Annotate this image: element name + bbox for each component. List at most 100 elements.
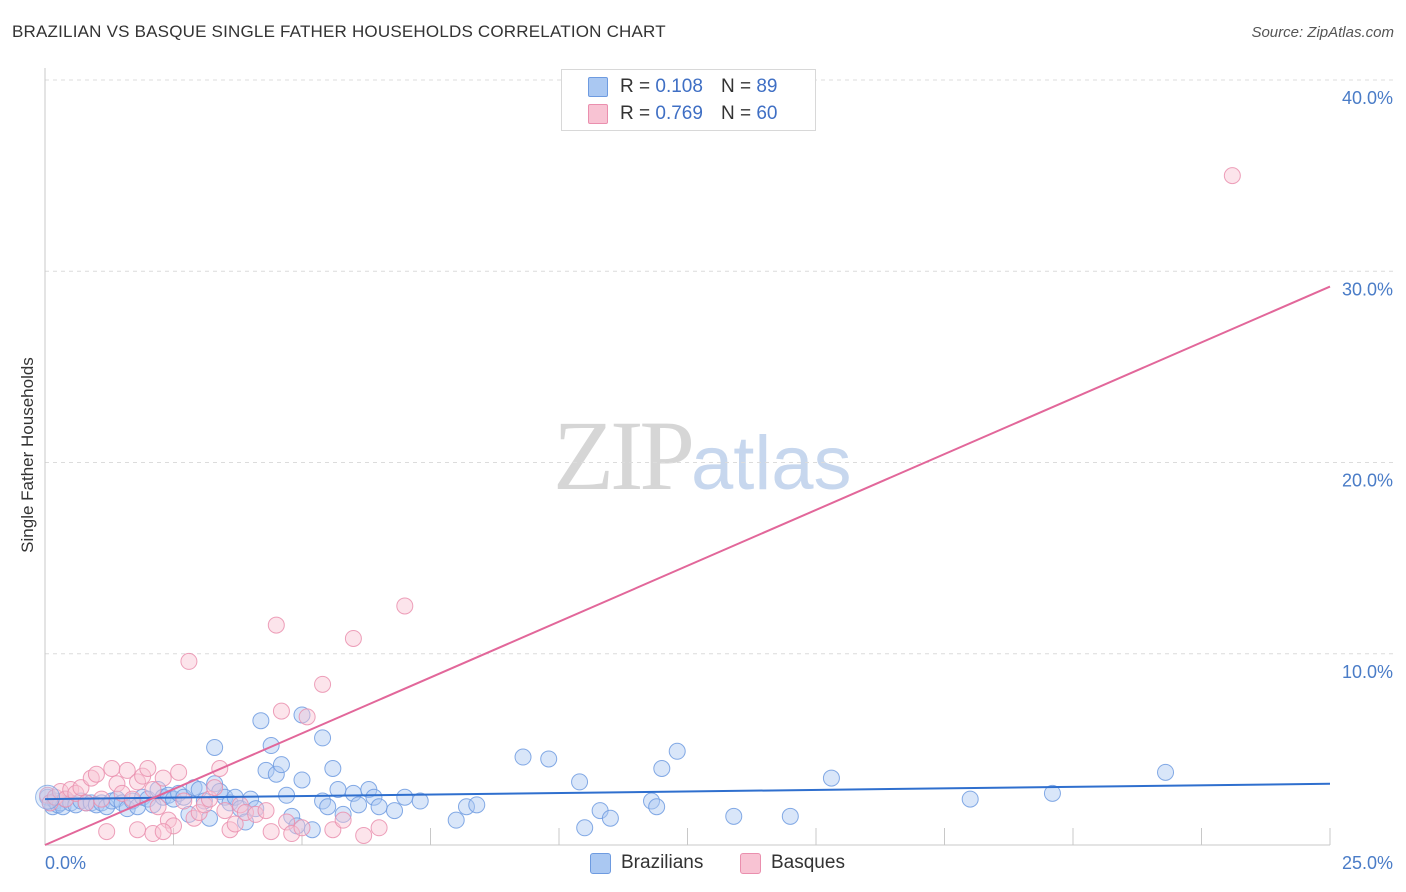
brazilians-legend-swatch: [590, 852, 611, 874]
basques-point: [118, 761, 136, 779]
basques-point: [257, 802, 275, 820]
basques-point: [370, 819, 388, 837]
brazilians-point: [396, 788, 414, 806]
brazilians-point: [200, 809, 218, 827]
stats-row-brazilians: R = 0.108 N = 89: [588, 74, 777, 100]
brazilians-point: [324, 760, 342, 777]
basques-point: [108, 775, 126, 793]
basques-legend-swatch: [740, 852, 761, 874]
watermark: ZIPatlas: [553, 398, 852, 513]
brazilians-point: [725, 807, 743, 825]
basques-point: [154, 769, 172, 787]
y-tick-label: 10.0%: [1342, 662, 1393, 682]
axes: [44, 68, 1331, 846]
basques-point: [77, 794, 95, 812]
basques-point: [314, 675, 332, 693]
brazilians-point: [601, 809, 619, 827]
brazilians-point: [303, 821, 321, 839]
brazilians-point: [822, 769, 840, 787]
brazilians-point: [257, 761, 275, 779]
brazilians-trend-line: [44, 782, 1331, 801]
basques-point: [129, 821, 147, 839]
brazilians-point: [1157, 763, 1175, 781]
r-label: R =: [620, 76, 651, 97]
brazilians-point: [365, 788, 383, 806]
basques-point: [272, 702, 290, 720]
grid: [45, 79, 1395, 655]
basques-point: [236, 803, 254, 821]
series-legend: Brazilians Basques: [0, 852, 1406, 878]
brazilians-point: [319, 798, 337, 816]
brazilians-point: [350, 796, 368, 814]
basques-point: [216, 802, 234, 820]
basques-point: [267, 616, 285, 634]
basques-point: [293, 819, 311, 837]
brazilians-point: [514, 748, 532, 766]
basques-point: [103, 760, 121, 777]
basques-point: [144, 825, 162, 843]
brazilians-point: [206, 738, 224, 756]
r-value: 0.108: [655, 76, 703, 97]
brazilians-point: [457, 798, 475, 816]
y-tick-label: 20.0%: [1342, 471, 1393, 491]
brazilians-point: [576, 819, 594, 837]
basques-point: [247, 805, 265, 823]
n-value: 89: [756, 76, 778, 97]
basques-point: [355, 826, 373, 844]
chart-title: BRAZILIAN VS BASQUE SINGLE FATHER HOUSEH…: [12, 22, 666, 41]
brazilians-point: [781, 807, 799, 825]
brazilians-point: [370, 798, 388, 816]
brazilians-point: [334, 805, 352, 823]
brazilians-swatch: [588, 77, 608, 97]
basques-point: [226, 815, 244, 833]
watermark-zip: ZIP: [553, 400, 695, 511]
n-value: 60: [756, 103, 778, 124]
brazilians-point: [571, 773, 589, 791]
brazilians-point: [668, 742, 686, 760]
r-label: R =: [620, 103, 651, 124]
brazilians-point: [648, 798, 666, 816]
legend-label-basques: Basques: [771, 852, 845, 873]
basques-point: [396, 597, 414, 615]
basques-point: [149, 798, 167, 816]
brazilians-point: [293, 771, 311, 789]
r-value: 0.769: [655, 103, 703, 124]
n-label: N =: [720, 103, 752, 124]
basques-point: [180, 652, 198, 670]
basques-point: [334, 811, 352, 829]
watermark-atlas: atlas: [691, 421, 852, 506]
brazilians-point: [35, 784, 61, 810]
brazilians-point: [540, 750, 558, 768]
basques-point: [262, 823, 280, 841]
x-tick-label: 25.0%: [1342, 853, 1393, 873]
points-layer: [35, 167, 1241, 844]
basques-trend-line: [44, 285, 1331, 846]
basques-swatch: [588, 104, 608, 124]
basques-point: [139, 760, 157, 777]
brazilians-point: [386, 802, 404, 820]
brazilians-point: [314, 729, 332, 747]
brazilians-point: [252, 712, 270, 730]
source-label: Source: ZipAtlas.com: [1251, 24, 1394, 41]
basques-point: [283, 825, 301, 843]
brazilians-point: [447, 811, 465, 829]
basques-point: [1223, 167, 1241, 185]
basques-point: [98, 823, 116, 841]
basques-point: [165, 817, 182, 835]
basques-point: [175, 792, 193, 810]
brazilians-point: [1043, 784, 1061, 802]
n-label: N =: [720, 76, 752, 97]
basques-point: [206, 779, 224, 797]
trend-lines: [44, 285, 1331, 846]
brazilians-point: [242, 790, 260, 808]
brazilians-point: [267, 765, 285, 783]
legend-item-brazilians[interactable]: Brazilians: [590, 852, 703, 874]
brazilians-point: [262, 737, 280, 755]
stats-row-basques: R = 0.769 N = 60: [588, 101, 777, 127]
basques-point: [170, 763, 188, 781]
legend-label-brazilians: Brazilians: [621, 852, 704, 873]
legend-item-basques[interactable]: Basques: [740, 852, 845, 874]
brazilians-point: [272, 756, 290, 774]
stats-legend: R = 0.108 N = 89 R = 0.769 N = 60: [561, 69, 816, 131]
brazilians-point: [961, 790, 979, 808]
